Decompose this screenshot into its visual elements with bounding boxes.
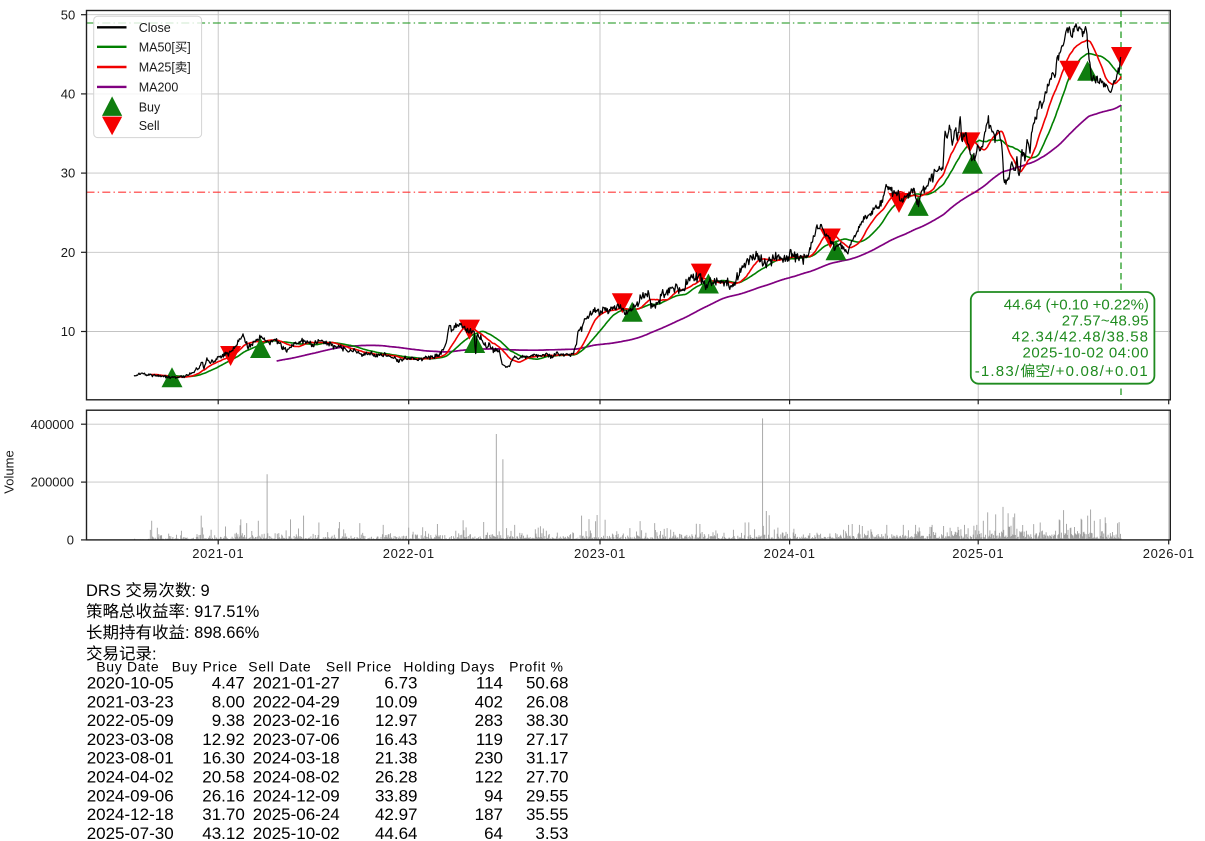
svg-text:Sell: Sell — [139, 119, 160, 133]
svg-text:MA200: MA200 — [139, 81, 179, 95]
svg-text:Sell Price: Sell Price — [326, 658, 392, 674]
svg-text:43.12: 43.12 — [202, 824, 245, 841]
svg-text:402: 402 — [475, 692, 503, 711]
svg-text:26.28: 26.28 — [375, 768, 418, 787]
svg-text:2021-01: 2021-01 — [192, 546, 244, 561]
svg-text:400000: 400000 — [31, 417, 74, 432]
svg-text:10.09: 10.09 — [375, 692, 418, 711]
svg-text:6.73: 6.73 — [384, 674, 417, 693]
svg-text:2024-01: 2024-01 — [764, 546, 816, 561]
svg-text:38.30: 38.30 — [526, 711, 569, 730]
svg-text:35.55: 35.55 — [526, 805, 569, 824]
svg-text::: : — [152, 645, 157, 663]
svg-text:50.68: 50.68 — [526, 674, 569, 693]
svg-text:26.16: 26.16 — [202, 786, 245, 805]
svg-text:2024-04-02: 2024-04-02 — [87, 768, 174, 787]
svg-text:283: 283 — [475, 711, 503, 730]
svg-text:29.55: 29.55 — [526, 786, 569, 805]
svg-text:2023-07-06: 2023-07-06 — [253, 730, 340, 749]
svg-text:2023-08-01: 2023-08-01 — [87, 749, 174, 768]
svg-text:]: ] — [187, 40, 190, 54]
svg-text:9.38: 9.38 — [212, 711, 245, 730]
svg-text:: 917.51%: : 917.51% — [185, 603, 260, 621]
svg-text:Buy Price: Buy Price — [172, 658, 238, 674]
svg-text:2021-03-23: 2021-03-23 — [87, 692, 174, 711]
svg-text:40: 40 — [61, 87, 75, 102]
svg-text:42.97: 42.97 — [375, 805, 418, 824]
svg-text:2026-01: 2026-01 — [1143, 546, 1195, 561]
svg-text:2022-05-09: 2022-05-09 — [87, 711, 174, 730]
svg-text:50: 50 — [61, 7, 75, 22]
svg-text:: 898.66%: : 898.66% — [185, 624, 260, 642]
svg-text:21.38: 21.38 — [375, 749, 418, 768]
svg-text:20.58: 20.58 — [202, 768, 245, 787]
svg-text:4.47: 4.47 — [212, 674, 245, 693]
svg-text:30: 30 — [61, 166, 75, 181]
svg-text:2025-01: 2025-01 — [952, 546, 1004, 561]
svg-text:2024-12-18: 2024-12-18 — [87, 805, 174, 824]
svg-text:: 9: : 9 — [191, 582, 209, 600]
svg-text:2024-08-02: 2024-08-02 — [253, 768, 340, 787]
svg-text:114: 114 — [476, 674, 503, 693]
svg-text:2025-10-02: 2025-10-02 — [253, 824, 340, 841]
svg-text:Buy Date: Buy Date — [96, 658, 159, 674]
svg-text:/+0.08/+0.01: /+0.08/+0.01 — [1050, 363, 1149, 380]
svg-text:2023-03-08: 2023-03-08 — [87, 730, 174, 749]
svg-text:Volume: Volume — [2, 450, 17, 493]
svg-text:-1.83/: -1.83/ — [975, 363, 1021, 380]
svg-text:10: 10 — [61, 324, 75, 339]
svg-text:26.08: 26.08 — [526, 692, 569, 711]
svg-text:31.17: 31.17 — [526, 749, 569, 768]
svg-text:64: 64 — [484, 824, 503, 841]
svg-text:8.00: 8.00 — [212, 692, 245, 711]
svg-text:0: 0 — [67, 533, 74, 548]
svg-text:230: 230 — [475, 749, 503, 768]
svg-text:27.70: 27.70 — [526, 768, 569, 787]
svg-text:2023-02-16: 2023-02-16 — [253, 711, 340, 730]
svg-text:3.53: 3.53 — [535, 824, 568, 841]
svg-text:200000: 200000 — [31, 475, 74, 490]
svg-text:2024-09-06: 2024-09-06 — [87, 786, 174, 805]
svg-text:27.57~48.95: 27.57~48.95 — [1062, 312, 1149, 329]
svg-text:2022-04-29: 2022-04-29 — [253, 692, 340, 711]
svg-text:Buy: Buy — [139, 100, 161, 114]
svg-text:2023-01: 2023-01 — [574, 546, 626, 561]
svg-text:20: 20 — [61, 245, 75, 260]
svg-text:Sell Date: Sell Date — [248, 658, 311, 674]
svg-text:2022-01: 2022-01 — [383, 546, 435, 561]
svg-text:Holding Days: Holding Days — [403, 658, 495, 674]
svg-text:2024-12-09: 2024-12-09 — [253, 786, 340, 805]
svg-text:2025-10-02 04:00: 2025-10-02 04:00 — [1023, 345, 1149, 362]
svg-text:MA50[: MA50[ — [139, 40, 176, 54]
svg-text:Close: Close — [139, 21, 171, 35]
svg-text:2025-06-24: 2025-06-24 — [253, 805, 340, 824]
svg-text:2021-01-27: 2021-01-27 — [253, 674, 340, 693]
svg-text:187: 187 — [475, 805, 503, 824]
svg-text:16.30: 16.30 — [202, 749, 245, 768]
svg-text:]: ] — [187, 61, 190, 75]
svg-text:119: 119 — [476, 730, 503, 749]
svg-text:16.43: 16.43 — [375, 730, 418, 749]
svg-text:44.64 (+0.10 +0.22%): 44.64 (+0.10 +0.22%) — [1004, 296, 1149, 313]
svg-text:122: 122 — [475, 768, 503, 787]
svg-text:2024-03-18: 2024-03-18 — [253, 749, 340, 768]
svg-text:12.92: 12.92 — [202, 730, 245, 749]
svg-text:DRS: DRS — [86, 582, 121, 600]
svg-text:2025-07-30: 2025-07-30 — [87, 824, 174, 841]
svg-text:44.64: 44.64 — [375, 824, 418, 841]
svg-text:31.70: 31.70 — [202, 805, 245, 824]
svg-text:Profit %: Profit % — [509, 658, 564, 674]
svg-text:42.34/42.48/38.58: 42.34/42.48/38.58 — [1012, 328, 1149, 345]
svg-text:33.89: 33.89 — [375, 786, 418, 805]
svg-text:94: 94 — [484, 786, 503, 805]
svg-text:12.97: 12.97 — [375, 711, 418, 730]
svg-text:2020-10-05: 2020-10-05 — [87, 674, 174, 693]
svg-text:MA25[: MA25[ — [139, 61, 176, 75]
svg-text:27.17: 27.17 — [526, 730, 569, 749]
